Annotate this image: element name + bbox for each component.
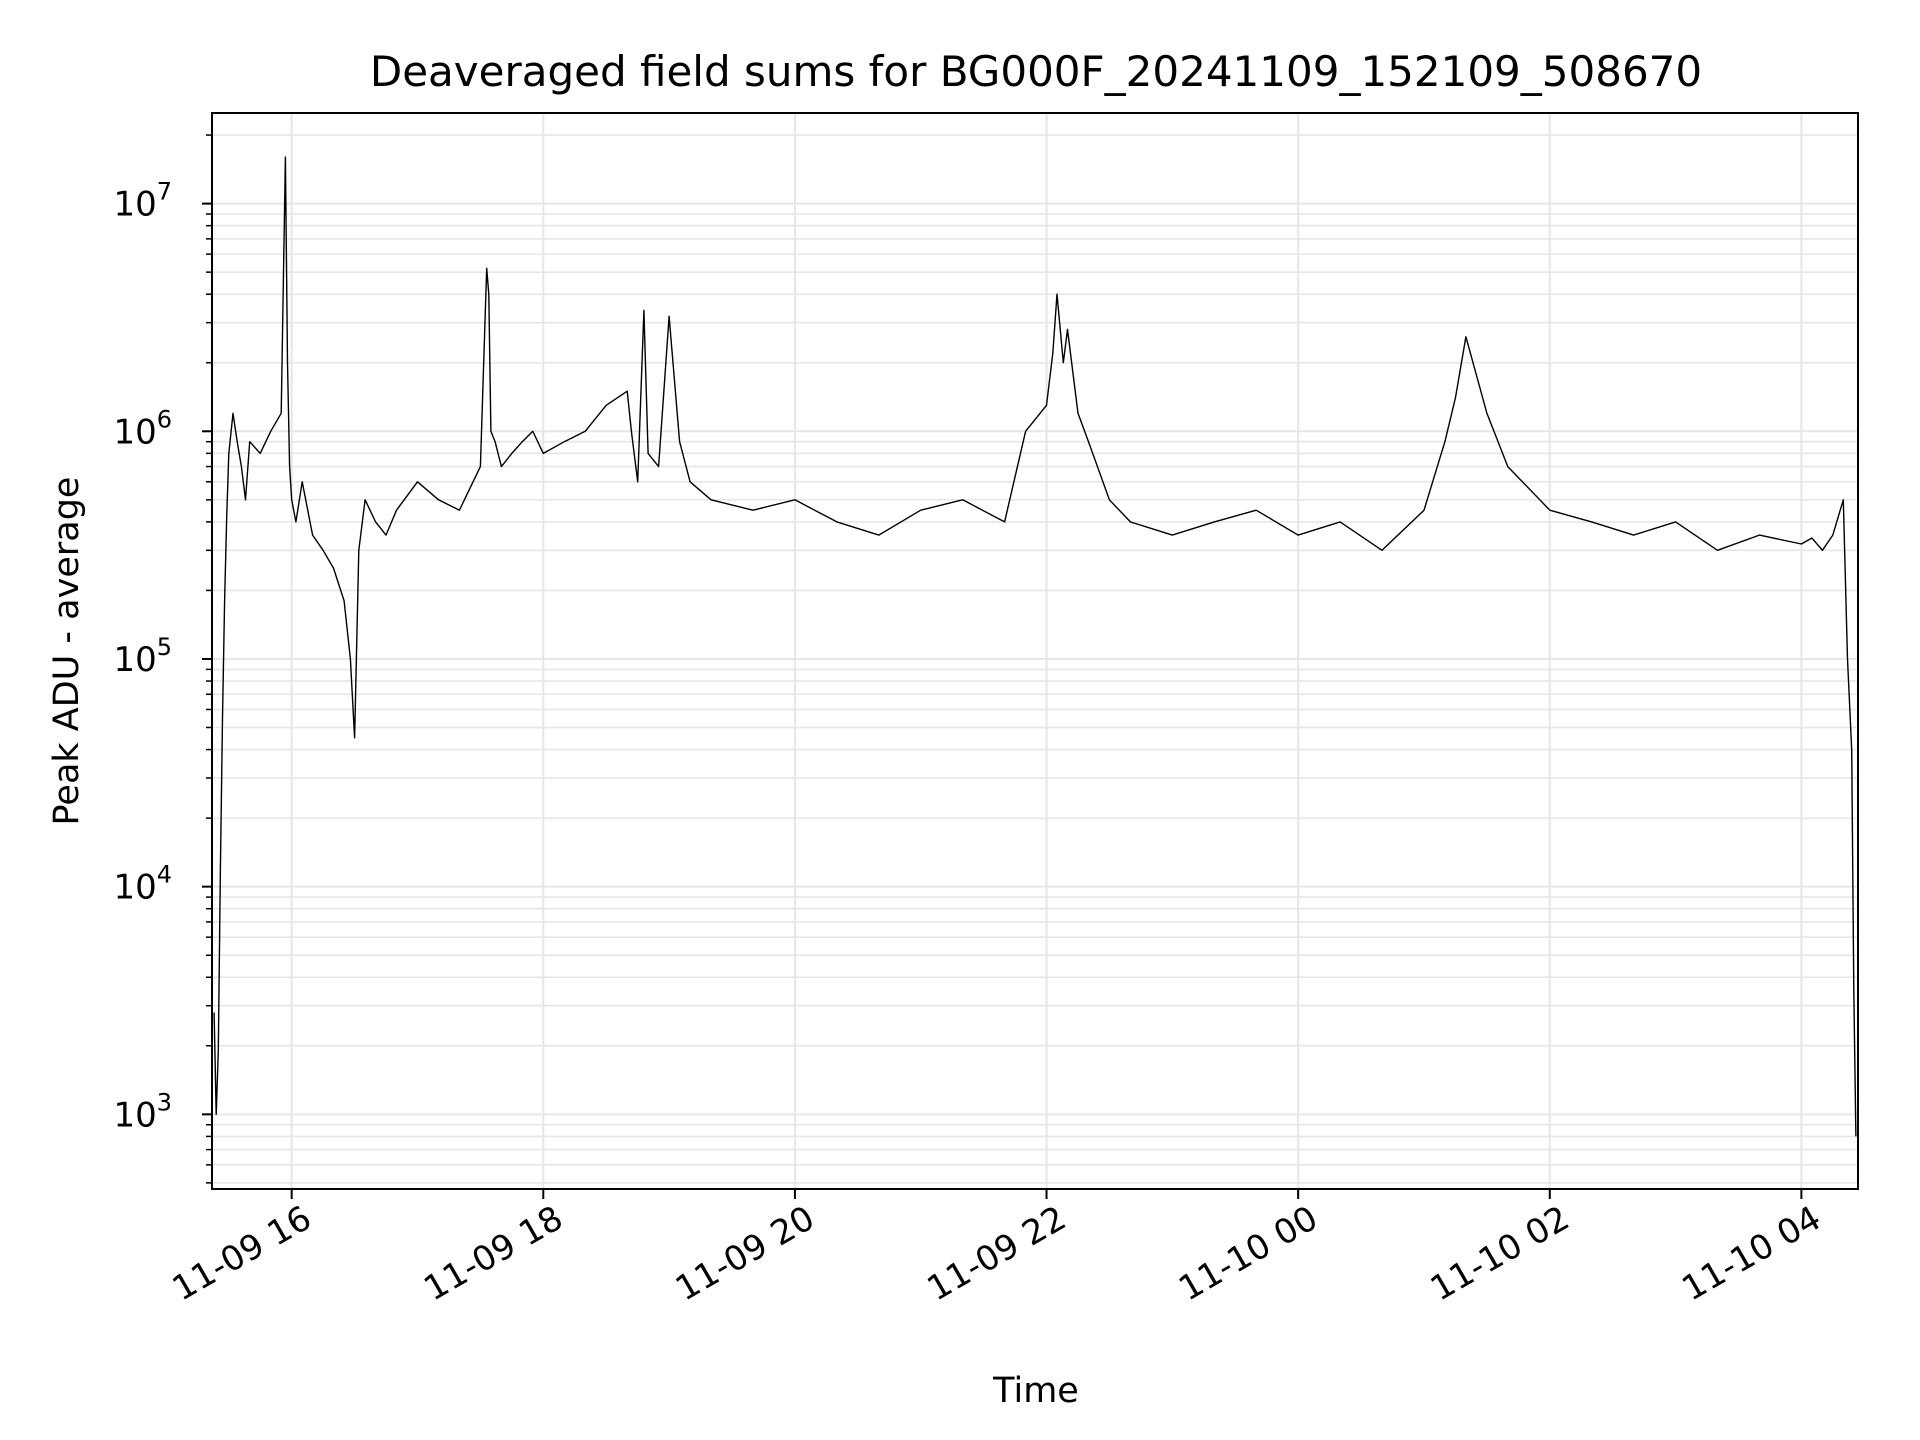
y-tick-exponent: 3 xyxy=(157,1088,172,1116)
y-tick-exponent: 7 xyxy=(157,178,172,206)
y-tick-base: 10 xyxy=(113,1095,156,1135)
series-line-0 xyxy=(213,156,1857,1137)
y-tick-label: 104 xyxy=(113,861,172,908)
y-tick-label: 106 xyxy=(113,405,172,452)
y-tick-exponent: 5 xyxy=(157,633,172,661)
x-axis-title: Time xyxy=(992,1371,1079,1411)
series-layer xyxy=(213,156,1857,1137)
y-tick-exponent: 6 xyxy=(157,405,172,433)
y-tick-label: 105 xyxy=(113,633,172,680)
y-tick-base: 10 xyxy=(113,185,156,225)
y-tick-base: 10 xyxy=(113,868,156,908)
plot-frame xyxy=(211,112,1859,1190)
y-axis-title: Peak ADU - average xyxy=(47,477,87,826)
y-tick-base: 10 xyxy=(113,640,156,680)
chart-title: Deaveraged field sums for BG000F_2024110… xyxy=(370,47,1702,96)
grid-layer xyxy=(212,113,1858,1189)
y-tick-label: 103 xyxy=(113,1088,172,1135)
y-tick-label: 107 xyxy=(113,178,172,225)
y-tick-exponent: 4 xyxy=(157,861,172,889)
y-tick-base: 10 xyxy=(113,412,156,452)
